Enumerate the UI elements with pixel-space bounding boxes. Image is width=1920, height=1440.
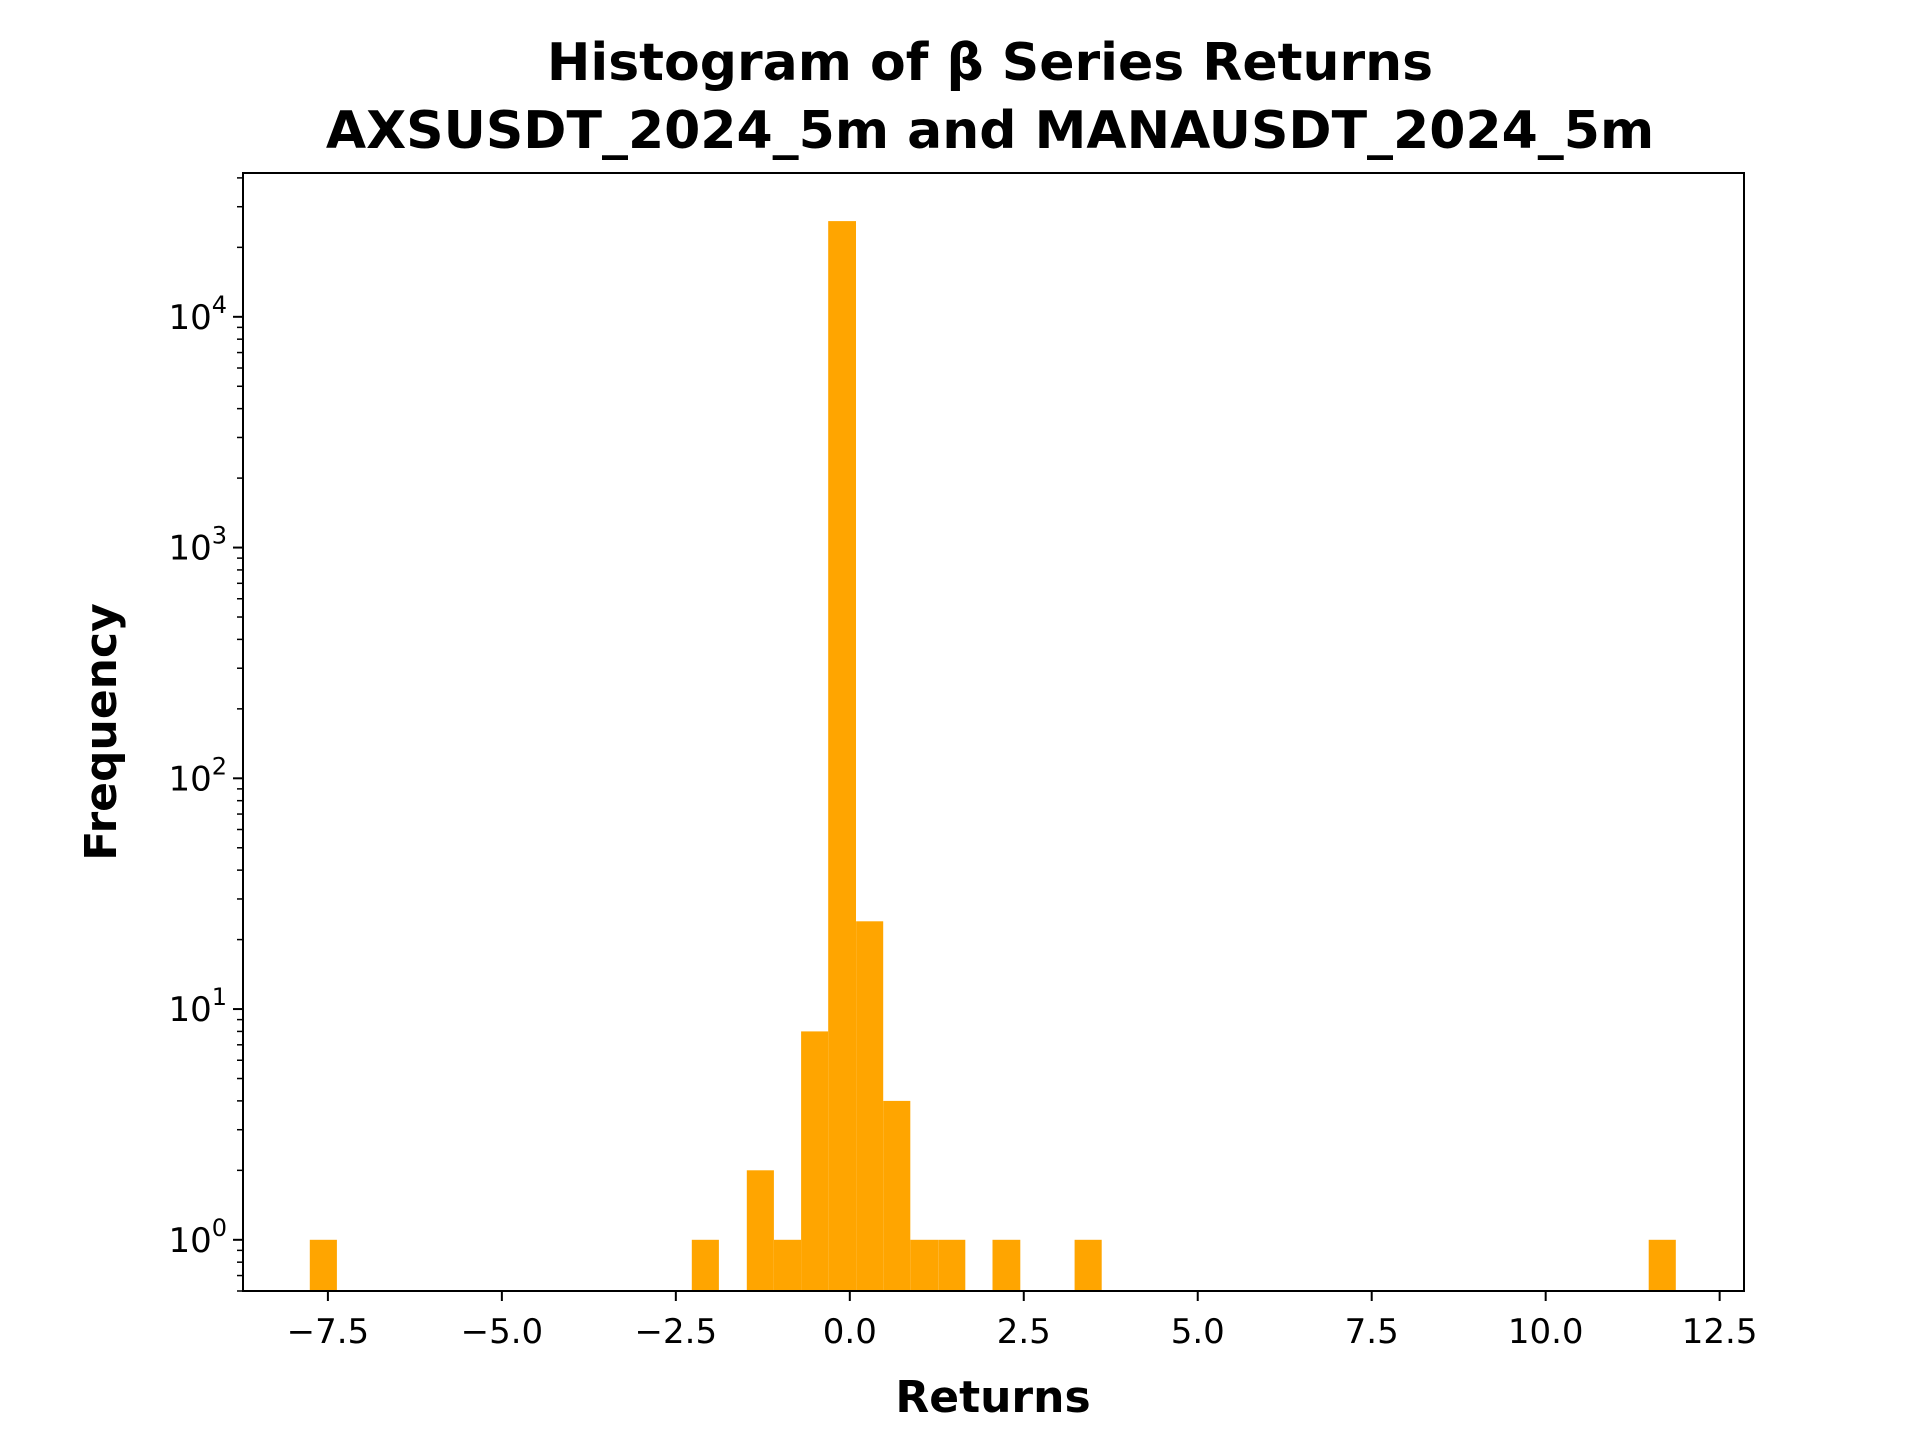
histogram-bar-8 bbox=[910, 1239, 939, 1291]
x-tick-label-7: 10.0 bbox=[1508, 1312, 1584, 1352]
x-axis-label: Returns bbox=[895, 1372, 1090, 1423]
x-tick-label-0: −7.5 bbox=[287, 1312, 370, 1352]
histogram-bar-10 bbox=[992, 1239, 1021, 1291]
x-tick-label-5: 5.0 bbox=[1171, 1312, 1225, 1352]
x-tick-label-2: −2.5 bbox=[635, 1312, 718, 1352]
histogram-bar-3 bbox=[774, 1239, 802, 1291]
chart-title-line-1: Histogram of β Series Returns bbox=[547, 33, 1433, 93]
histogram-bar-4 bbox=[801, 1031, 829, 1291]
histogram-bar-5 bbox=[828, 221, 856, 1292]
y-tick-label-0: 100 bbox=[168, 1214, 227, 1261]
plot-frame bbox=[242, 172, 1745, 1292]
x-tick-label-4: 2.5 bbox=[997, 1312, 1051, 1352]
histogram-bar-2 bbox=[746, 1170, 774, 1291]
x-tick-label-1: −5.0 bbox=[461, 1312, 544, 1352]
y-axis-label: Frequency bbox=[76, 603, 127, 861]
histogram-bar-11 bbox=[1074, 1239, 1102, 1291]
histogram-bar-0 bbox=[309, 1239, 337, 1291]
y-axis-ticks: 100 101 102 103 104 bbox=[168, 177, 243, 1292]
x-axis-ticks: −7.5 −5.0 −2.5 0.0 2.5 5.0 7.5 10.0 12.5 bbox=[287, 1291, 1758, 1352]
histogram-bar-1 bbox=[691, 1239, 719, 1291]
y-tick-label-3: 103 bbox=[168, 522, 227, 569]
histogram-bar-12 bbox=[1648, 1239, 1676, 1291]
x-tick-label-3: 0.0 bbox=[823, 1312, 877, 1352]
histogram-bar-7 bbox=[883, 1100, 911, 1291]
y-tick-label-2: 102 bbox=[168, 752, 227, 799]
x-tick-label-6: 7.5 bbox=[1345, 1312, 1399, 1352]
y-tick-label-1: 101 bbox=[168, 983, 227, 1030]
chart-title-line-2: AXSUSDT_2024_5m and MANAUSDT_2024_5m bbox=[326, 101, 1654, 161]
histogram-bar-9 bbox=[938, 1239, 966, 1291]
x-tick-label-8: 12.5 bbox=[1682, 1312, 1758, 1352]
histogram-bar-6 bbox=[856, 921, 884, 1291]
histogram-bars bbox=[309, 221, 1676, 1292]
y-tick-label-4: 104 bbox=[168, 291, 227, 338]
